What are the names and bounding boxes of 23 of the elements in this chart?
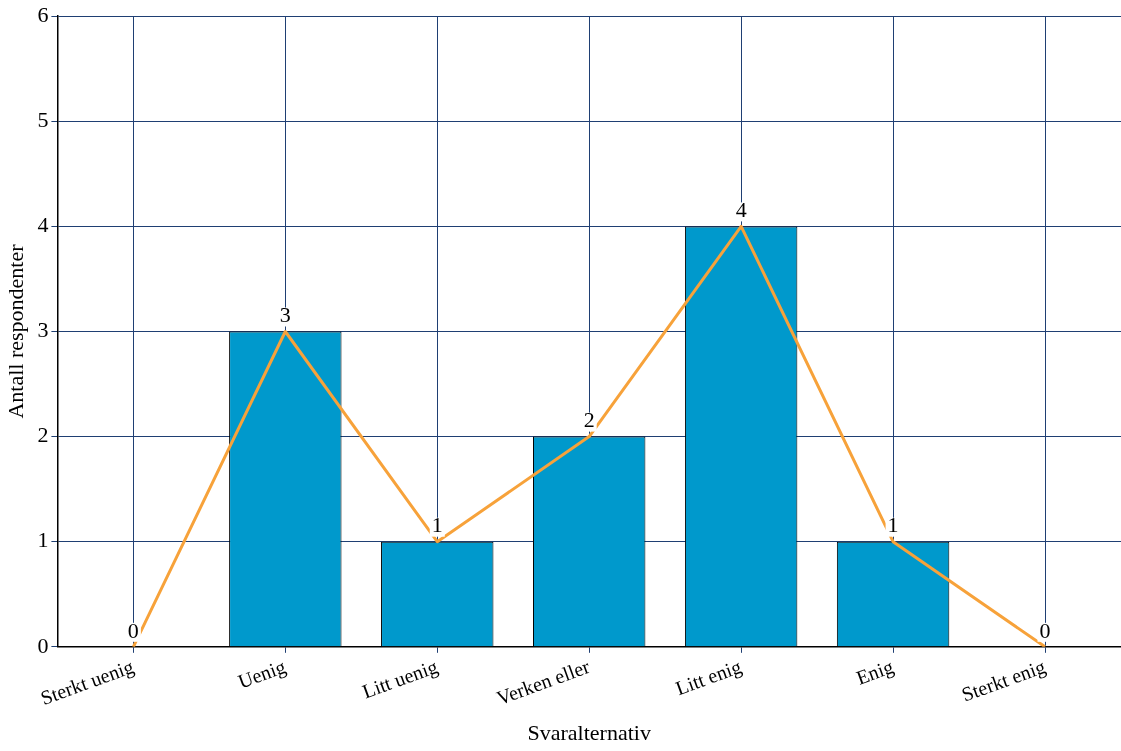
data-label: 0 [1039, 617, 1051, 643]
x-tick-label: Litt enig [672, 655, 745, 701]
y-tick-label: 4 [37, 212, 49, 238]
y-tick-label: 2 [37, 422, 49, 448]
data-label: 0 [127, 617, 139, 643]
x-tick-label: Verken eller [493, 654, 593, 709]
x-tick-label: Sterkt enig [958, 655, 1049, 707]
x-axis-title: Svaralternativ [527, 719, 651, 745]
data-label: 4 [735, 197, 747, 223]
y-tick-label: 1 [37, 527, 49, 553]
y-tick-label: 5 [37, 107, 49, 133]
data-label: 1 [887, 512, 899, 538]
y-axis-title: Antall respondenter [2, 243, 28, 419]
x-tick-label: Enig [853, 655, 897, 690]
data-label: 1 [431, 512, 443, 538]
data-label: 2 [583, 407, 595, 433]
x-tick-label: Litt uenig [359, 655, 441, 704]
y-tick-label: 0 [37, 632, 49, 658]
y-tick-label: 6 [37, 1, 49, 27]
x-tick-label: Uenig [235, 655, 289, 694]
data-label: 3 [279, 302, 291, 328]
x-tick-label: Sterkt uenig [37, 655, 137, 710]
y-tick-label: 3 [37, 317, 49, 343]
